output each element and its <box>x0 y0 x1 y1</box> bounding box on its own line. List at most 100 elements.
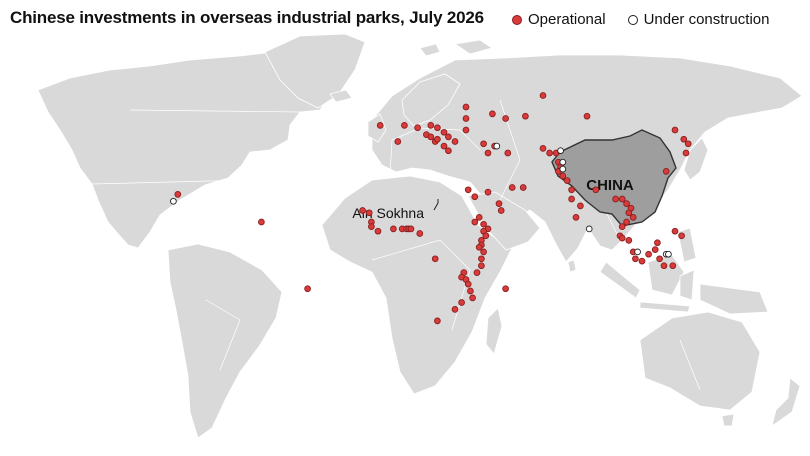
operational-park-marker <box>445 147 452 155</box>
legend-label-operational: Operational <box>528 11 606 28</box>
operational-park-marker <box>368 223 375 230</box>
operational-park-marker <box>656 255 663 263</box>
operational-park-marker <box>469 294 476 302</box>
operational-park-marker <box>478 262 485 270</box>
landmass-sulawesi <box>679 269 695 301</box>
under-construction-park-marker <box>585 225 593 233</box>
operational-park-marker <box>431 255 439 263</box>
operational-park-marker <box>632 255 639 263</box>
operational-park-marker <box>623 200 630 207</box>
operational-park-marker <box>462 103 470 111</box>
landmass-java <box>639 301 691 313</box>
landmass-tasmania <box>721 413 735 427</box>
landmass-uk <box>367 113 387 143</box>
landmass-japan <box>683 137 709 181</box>
operational-park-marker <box>572 214 580 221</box>
operational-park-marker <box>654 239 661 247</box>
operational-park-marker <box>577 202 584 210</box>
operational-park-marker <box>480 220 487 228</box>
border-line <box>679 339 701 391</box>
landmass-australia <box>639 311 761 411</box>
operational-park-marker <box>489 110 496 118</box>
operational-park-marker <box>374 227 382 235</box>
operational-park-marker <box>680 135 688 143</box>
operational-park-marker <box>475 243 483 251</box>
operational-park-marker <box>427 122 435 129</box>
operational-park-marker <box>478 255 485 263</box>
operational-park-marker <box>568 195 575 203</box>
operational-park-marker <box>480 248 487 256</box>
operational-park-marker <box>618 234 626 242</box>
operational-park-marker <box>669 262 677 270</box>
operational-park-marker <box>559 172 567 180</box>
operational-park-marker <box>401 122 408 129</box>
operational-park-marker <box>671 126 679 134</box>
operational-park-marker <box>618 195 626 203</box>
operational-park-marker <box>508 184 516 191</box>
landmass-south-america <box>167 243 283 439</box>
landmass-arctic-islands <box>453 39 493 55</box>
operational-park-marker <box>519 184 527 191</box>
operational-park-marker <box>502 115 509 122</box>
operational-park-marker <box>618 223 626 230</box>
operational-park-marker <box>662 168 670 175</box>
landmass-iceland <box>329 89 353 103</box>
operational-park-marker <box>502 285 509 293</box>
land-masses <box>37 33 803 439</box>
border-line <box>91 179 251 185</box>
operational-park-marker <box>464 186 472 194</box>
landmass-new-guinea <box>699 283 769 315</box>
operational-park-marker <box>625 237 633 244</box>
under-construction-markers <box>170 142 672 258</box>
operational-park-marker <box>394 138 402 145</box>
operational-park-marker <box>612 195 619 203</box>
under-construction-park-marker <box>559 158 567 166</box>
landmass-scandinavia <box>401 73 461 127</box>
legend-item-under-construction: Under construction <box>627 11 769 28</box>
operational-park-marker <box>671 227 679 235</box>
operational-park-marker <box>359 207 366 214</box>
operational-park-marker <box>471 218 479 226</box>
border-line <box>205 299 241 371</box>
operational-park-marker <box>473 269 481 276</box>
operational-park-marker <box>568 186 575 194</box>
landmass-greenland <box>264 33 366 109</box>
under-construction-dot-icon <box>627 14 638 25</box>
operational-park-marker <box>484 149 492 157</box>
operational-park-marker <box>445 133 452 141</box>
operational-park-marker <box>539 92 547 99</box>
under-construction-park-marker <box>170 197 177 205</box>
landmass-north-america <box>37 49 346 249</box>
operational-park-marker <box>504 149 512 157</box>
map-title: Chinese investments in overseas industri… <box>10 8 484 27</box>
operational-park-marker <box>682 149 690 157</box>
operational-park-marker <box>638 257 646 265</box>
operational-park-marker <box>484 188 492 196</box>
operational-park-marker <box>623 218 630 226</box>
legend: Operational Under construction <box>512 11 769 28</box>
landmass-africa <box>321 175 513 395</box>
operational-park-marker <box>427 133 435 141</box>
under-construction-park-marker <box>559 165 567 173</box>
operational-park-marker <box>497 207 505 214</box>
landmass-borneo <box>647 254 685 296</box>
landmass-sumatra <box>599 261 641 299</box>
operational-park-marker <box>592 186 600 194</box>
landmass-madagascar <box>485 307 503 355</box>
operational-park-marker <box>471 193 479 201</box>
operational-park-marker <box>651 246 659 253</box>
operational-park-marker <box>539 145 547 152</box>
operational-park-marker <box>304 285 311 293</box>
landmass-new-zealand <box>771 377 801 427</box>
under-construction-park-marker <box>493 142 501 150</box>
operational-park-marker <box>451 138 459 145</box>
ain-sokhna-callout-line <box>433 199 439 211</box>
operational-park-marker <box>480 140 487 148</box>
landmass-sri-lanka <box>567 259 577 273</box>
operational-park-marker <box>495 200 503 207</box>
legend-item-operational: Operational <box>512 11 606 28</box>
operational-park-marker <box>174 191 182 198</box>
operational-park-marker <box>451 306 459 313</box>
under-construction-park-marker <box>665 250 672 258</box>
